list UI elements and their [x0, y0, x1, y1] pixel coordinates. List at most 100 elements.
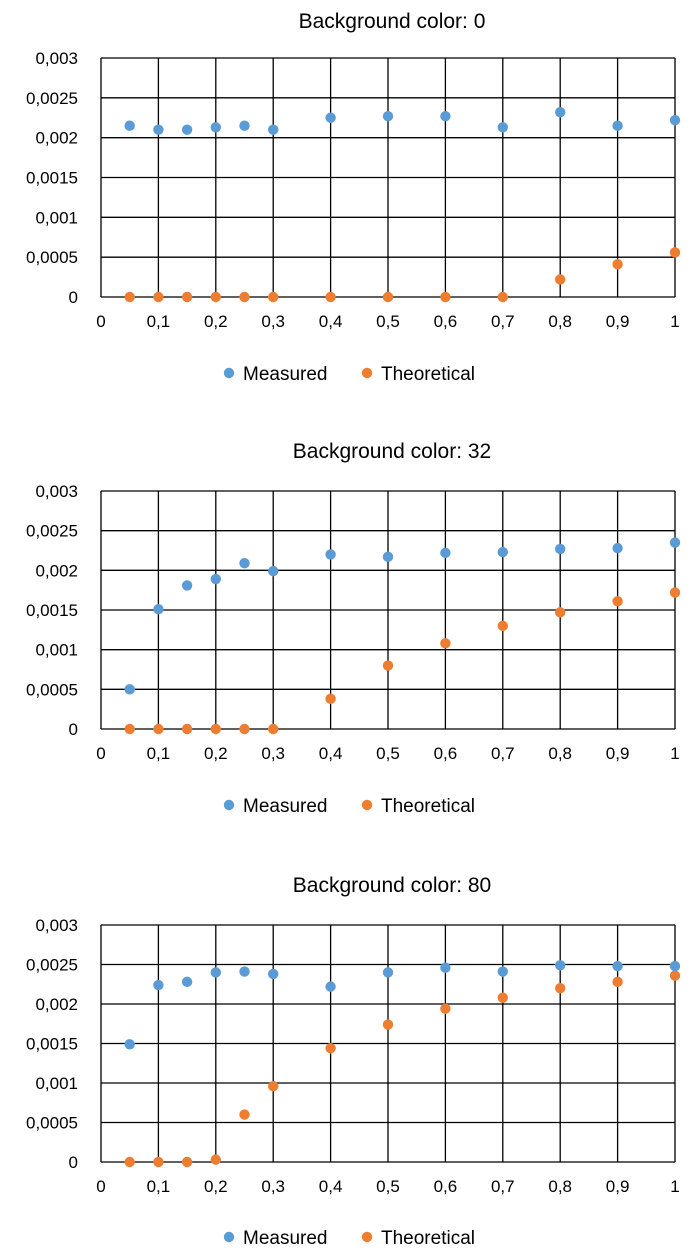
data-point-measured — [268, 565, 279, 577]
series-theoretical — [124, 247, 681, 303]
data-point-theoretical — [325, 291, 336, 303]
data-point-measured — [153, 124, 164, 135]
legend-marker — [361, 1231, 373, 1243]
x-tick-label: 0,4 — [319, 312, 343, 331]
data-point-theoretical — [210, 291, 221, 303]
data-point-measured — [669, 537, 681, 548]
legend: Measured Theoretical — [223, 796, 475, 817]
series-measured — [124, 537, 681, 695]
data-point-theoretical — [497, 992, 508, 1003]
x-tick-label: 0,5 — [376, 312, 400, 331]
data-point-theoretical — [181, 1156, 193, 1168]
data-point-theoretical — [325, 1043, 336, 1054]
data-point-theoretical — [239, 291, 250, 303]
data-point-theoretical — [612, 596, 623, 607]
data-point-measured — [382, 551, 394, 563]
legend-marker — [361, 367, 373, 379]
data-point-measured — [325, 981, 336, 992]
y-tick-label: 0,003 — [35, 482, 78, 501]
x-tick-label: 0,8 — [548, 312, 572, 331]
x-tick-label: 0,2 — [204, 1177, 228, 1196]
data-point-measured — [210, 573, 221, 585]
y-tick-label: 0,001 — [35, 1074, 78, 1093]
data-point-theoretical — [612, 976, 623, 988]
data-point-theoretical — [669, 970, 681, 981]
data-point-measured — [497, 122, 508, 133]
data-point-measured — [555, 106, 566, 118]
x-tick-label: 1 — [670, 744, 679, 763]
y-tick-label: 0,0015 — [26, 169, 78, 188]
y-tick-label: 0,002 — [35, 129, 78, 148]
y-tick-label: 0,0025 — [26, 956, 78, 975]
data-point-theoretical — [555, 274, 566, 285]
y-tick-label: 0,001 — [35, 208, 78, 227]
x-tick-label: 0,9 — [606, 312, 630, 331]
x-tick-label: 1 — [670, 312, 679, 331]
data-point-theoretical — [124, 291, 135, 303]
data-point-measured — [497, 546, 508, 558]
x-tick-label: 0,1 — [147, 312, 171, 331]
data-point-measured — [153, 604, 164, 615]
data-point-theoretical — [325, 693, 336, 705]
legend-marker — [223, 799, 235, 811]
y-tick-label: 0,0005 — [26, 680, 78, 699]
x-tick-label: 0,8 — [548, 744, 572, 763]
x-tick-label: 0 — [96, 312, 105, 331]
y-tick-label: 0,001 — [35, 641, 78, 660]
data-point-measured — [382, 967, 394, 978]
data-point-measured — [325, 549, 336, 560]
x-tick-label: 0,3 — [261, 744, 285, 763]
data-point-theoretical — [268, 723, 279, 735]
y-tick-label: 0,0005 — [26, 248, 78, 267]
x-tick-label: 0,7 — [491, 312, 515, 331]
x-tick-label: 0,7 — [491, 1177, 515, 1196]
chart-2: Background color: 32 0 0,1 0,2 0,3 0,4 0,5 0,6 0… — [26, 440, 681, 817]
data-point-measured — [555, 960, 566, 971]
data-point-measured — [210, 122, 221, 133]
data-point-measured — [612, 960, 623, 972]
legend-label: Measured — [243, 1228, 328, 1249]
y-tick-label: 0,0015 — [26, 1035, 78, 1054]
x-tick-label: 0,6 — [434, 312, 458, 331]
data-point-theoretical — [210, 1154, 221, 1165]
series-measured — [124, 960, 681, 1050]
x-tick-label: 0,8 — [548, 1177, 572, 1196]
x-tick-label: 0,5 — [376, 744, 400, 763]
data-point-theoretical — [555, 983, 566, 994]
x-tick-label: 0,9 — [606, 744, 630, 763]
x-tick-label: 0,1 — [147, 1177, 171, 1196]
x-tick-label: 0 — [96, 744, 105, 763]
x-tick-label: 0,4 — [319, 744, 343, 763]
data-point-measured — [497, 966, 508, 977]
chart-3: Background color: 80 0 0,1 0,2 0,3 0,4 0,5 0,6 0… — [26, 874, 681, 1249]
legend-label: Theoretical — [381, 1228, 475, 1249]
x-tick-label: 0,7 — [491, 744, 515, 763]
y-tick-label: 0,0025 — [26, 522, 78, 541]
x-tick-label: 0,6 — [434, 1177, 458, 1196]
data-point-theoretical — [239, 723, 250, 735]
x-tick-label: 0 — [96, 1177, 105, 1196]
y-tick-label: 0,0025 — [26, 89, 78, 108]
legend-marker — [223, 367, 235, 379]
legend-marker — [223, 1231, 235, 1243]
x-tick-label: 0,3 — [261, 312, 285, 331]
data-point-measured — [181, 124, 193, 135]
data-point-measured — [440, 110, 451, 122]
chart-1: Background color: 0 0 0,1 0,2 0,3 0,4 0,5 0,6 0,… — [26, 10, 681, 385]
data-point-theoretical — [181, 723, 193, 735]
legend-label: Theoretical — [381, 364, 475, 385]
data-point-measured — [268, 124, 279, 135]
data-point-measured — [239, 966, 250, 977]
y-tick-label: 0 — [69, 720, 78, 739]
data-point-measured — [181, 976, 193, 988]
y-tick-label: 0 — [69, 1153, 78, 1172]
data-point-measured — [210, 967, 221, 978]
data-point-measured — [612, 120, 623, 131]
x-tick-label: 0,1 — [147, 744, 171, 763]
data-point-measured — [153, 979, 164, 991]
y-tick-label: 0,003 — [35, 49, 78, 68]
data-point-measured — [440, 547, 451, 559]
series-measured — [124, 106, 681, 135]
data-point-theoretical — [669, 587, 681, 598]
